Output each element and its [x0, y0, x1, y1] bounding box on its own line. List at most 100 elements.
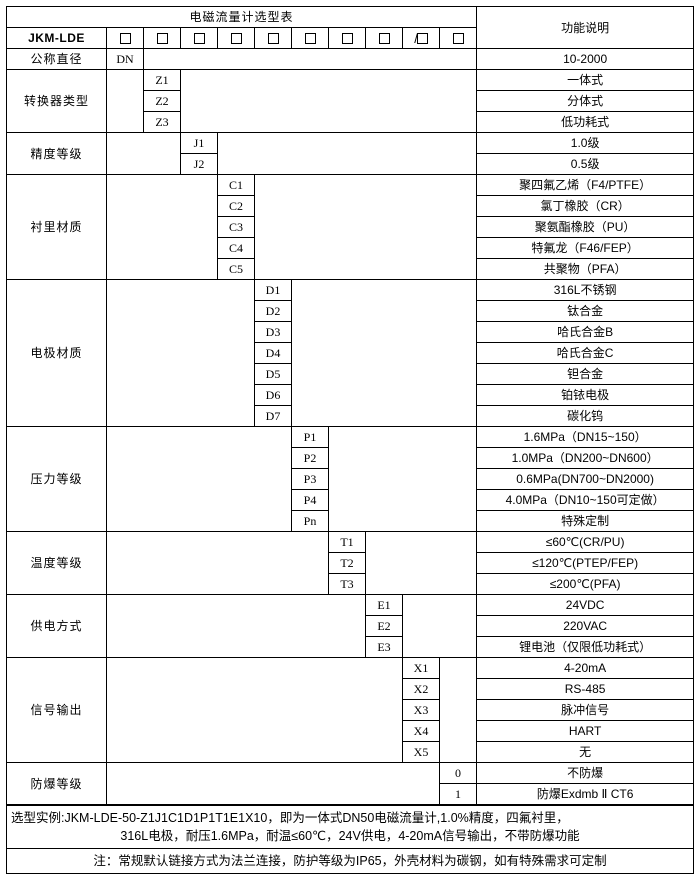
option-code-D3[interactable]: D3: [254, 321, 292, 343]
option-description: 1.0级: [476, 132, 695, 154]
empty-cell: [179, 69, 478, 133]
option-description: 共聚物（PFA）: [476, 258, 695, 280]
option-code-D7[interactable]: D7: [254, 405, 292, 427]
option-code-E2[interactable]: E2: [365, 615, 403, 637]
checkbox-icon[interactable]: [452, 33, 464, 45]
model-code-checkbox-cell-10[interactable]: [438, 27, 478, 49]
model-code-checkbox-cell-1[interactable]: [106, 27, 144, 49]
option-code-1[interactable]: 1: [438, 783, 478, 805]
group-label-2: 转换器类型: [6, 69, 107, 133]
option-code-X1[interactable]: X1: [402, 657, 440, 679]
option-description: 聚氨酯橡胶（PU）: [476, 216, 695, 238]
model-code-checkbox-cell-3[interactable]: [180, 27, 218, 49]
option-code-0[interactable]: 0: [438, 762, 478, 784]
option-code-E1[interactable]: E1: [365, 594, 403, 616]
option-code-C3[interactable]: C3: [217, 216, 255, 238]
option-code-X4[interactable]: X4: [402, 720, 440, 742]
checkbox-icon[interactable]: [156, 33, 168, 45]
option-description: 0.5级: [476, 153, 695, 175]
option-code-Z2[interactable]: Z2: [143, 90, 181, 112]
model-code-checkbox-cell-6[interactable]: [291, 27, 329, 49]
checkbox-icon[interactable]: [304, 33, 316, 45]
checkbox-icon[interactable]: [230, 33, 242, 45]
table-row: P3 0.6MPa(DN700~DN2000): [7, 468, 695, 490]
group-label-4: 衬里材质: [6, 174, 107, 280]
table-row: D4 哈氏合金C: [7, 342, 695, 364]
table-row: D6 铂铱电极: [7, 384, 695, 406]
option-description: 钽合金: [476, 363, 695, 385]
model-code-checkbox-cell-4[interactable]: [217, 27, 255, 49]
option-description: 低功耗式: [476, 111, 695, 133]
option-code-D5[interactable]: D5: [254, 363, 292, 385]
model-code-checkbox-cell-8[interactable]: [365, 27, 403, 49]
table-row: 供电方式 E1 24VDC: [6, 594, 695, 658]
checkbox-icon[interactable]: [416, 32, 428, 44]
option-code-D2[interactable]: D2: [254, 300, 292, 322]
option-code-P4[interactable]: P4: [291, 489, 329, 511]
empty-cell: [253, 174, 478, 280]
option-code-J1[interactable]: J1: [180, 132, 218, 154]
model-code-checkbox-cell-9[interactable]: /: [402, 27, 440, 49]
empty-cell: [364, 531, 478, 595]
example-line-1: 选型实例:JKM-LDE-50-Z1J1C1D1P1T1E1X10，即为一体式D…: [11, 810, 569, 825]
checkbox-icon[interactable]: [193, 33, 205, 45]
table-body: 电磁流量计选型表 功能说明 JKM-LDE / 公称直径 DN 10-2000 转换器类型 Z1…: [5, 6, 695, 805]
group-label-8: 供电方式: [6, 594, 107, 658]
empty-cell: [106, 426, 292, 532]
table-row: Pn 特殊定制: [7, 510, 695, 532]
empty-cell: [106, 657, 403, 763]
description-column-header: 功能说明: [476, 6, 695, 49]
option-code-C5[interactable]: C5: [217, 258, 255, 280]
selection-table-sheet: 电磁流量计选型表 功能说明 JKM-LDE / 公称直径 DN 10-2000 转换器类型 Z1…: [5, 6, 695, 874]
option-description: 4-20mA: [476, 657, 695, 679]
empty-cell: [106, 762, 440, 805]
option-code-C1[interactable]: C1: [217, 174, 255, 196]
option-description: 24VDC: [476, 594, 695, 616]
option-description: 碳化钨: [476, 405, 695, 427]
model-code-checkbox-cell-5[interactable]: [254, 27, 292, 49]
option-code-E3[interactable]: E3: [365, 636, 403, 658]
option-code-C4[interactable]: C4: [217, 237, 255, 259]
option-code-Z3[interactable]: Z3: [143, 111, 181, 133]
option-description: RS-485: [476, 678, 695, 700]
option-description: 316L不锈钢: [476, 279, 695, 301]
checkbox-icon[interactable]: [267, 33, 279, 45]
option-code-J2[interactable]: J2: [180, 153, 218, 175]
nominal-diameter-prefix: DN: [106, 48, 144, 70]
option-code-X2[interactable]: X2: [402, 678, 440, 700]
checkbox-icon[interactable]: [341, 33, 353, 45]
model-code-checkbox-cell-7[interactable]: [328, 27, 366, 49]
option-description: 哈氏合金B: [476, 321, 695, 343]
option-code-P1[interactable]: P1: [291, 426, 329, 448]
option-code-Pn[interactable]: Pn: [291, 510, 329, 532]
option-code-D1[interactable]: D1: [254, 279, 292, 301]
option-description: 钛合金: [476, 300, 695, 322]
checkbox-icon[interactable]: [119, 33, 131, 45]
option-code-T2[interactable]: T2: [328, 552, 366, 574]
option-code-X3[interactable]: X3: [402, 699, 440, 721]
table-row: 温度等级 T1 ≤60℃(CR/PU): [6, 531, 695, 595]
checkbox-icon[interactable]: [378, 33, 390, 45]
table-row: E2 220VAC: [7, 615, 695, 637]
option-code-T3[interactable]: T3: [328, 573, 366, 595]
empty-cell: [290, 279, 478, 427]
option-code-Z1[interactable]: Z1: [143, 69, 181, 91]
option-code-X5[interactable]: X5: [402, 741, 440, 763]
option-code-T1[interactable]: T1: [328, 531, 366, 553]
empty-cell: [106, 531, 329, 595]
option-code-D6[interactable]: D6: [254, 384, 292, 406]
option-description: 锂电池（仅限低功耗式）: [476, 636, 695, 658]
option-code-P2[interactable]: P2: [291, 447, 329, 469]
option-description: 脉冲信号: [476, 699, 695, 721]
empty-cell: [106, 174, 218, 280]
slash-separator: /: [414, 30, 418, 46]
option-description: 特氟龙（F46/FEP）: [476, 237, 695, 259]
table-row: 信号输出 X1 4-20mA: [6, 657, 695, 763]
option-code-D4[interactable]: D4: [254, 342, 292, 364]
option-description: HART: [476, 720, 695, 742]
model-code-checkbox-cell-2[interactable]: [143, 27, 181, 49]
option-code-P3[interactable]: P3: [291, 468, 329, 490]
option-description: ≤200℃(PFA): [476, 573, 695, 595]
option-description: 无: [476, 741, 695, 763]
option-code-C2[interactable]: C2: [217, 195, 255, 217]
